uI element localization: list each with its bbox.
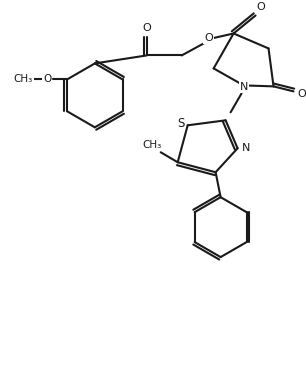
Text: O: O xyxy=(256,2,265,12)
Text: O: O xyxy=(142,23,151,34)
Text: S: S xyxy=(177,117,185,130)
Text: CH₃: CH₃ xyxy=(142,140,161,150)
Text: O: O xyxy=(297,89,306,99)
Text: O: O xyxy=(43,74,51,84)
Text: N: N xyxy=(241,143,250,153)
Text: O: O xyxy=(204,34,213,43)
Text: N: N xyxy=(239,82,248,92)
Text: CH₃: CH₃ xyxy=(14,74,33,84)
